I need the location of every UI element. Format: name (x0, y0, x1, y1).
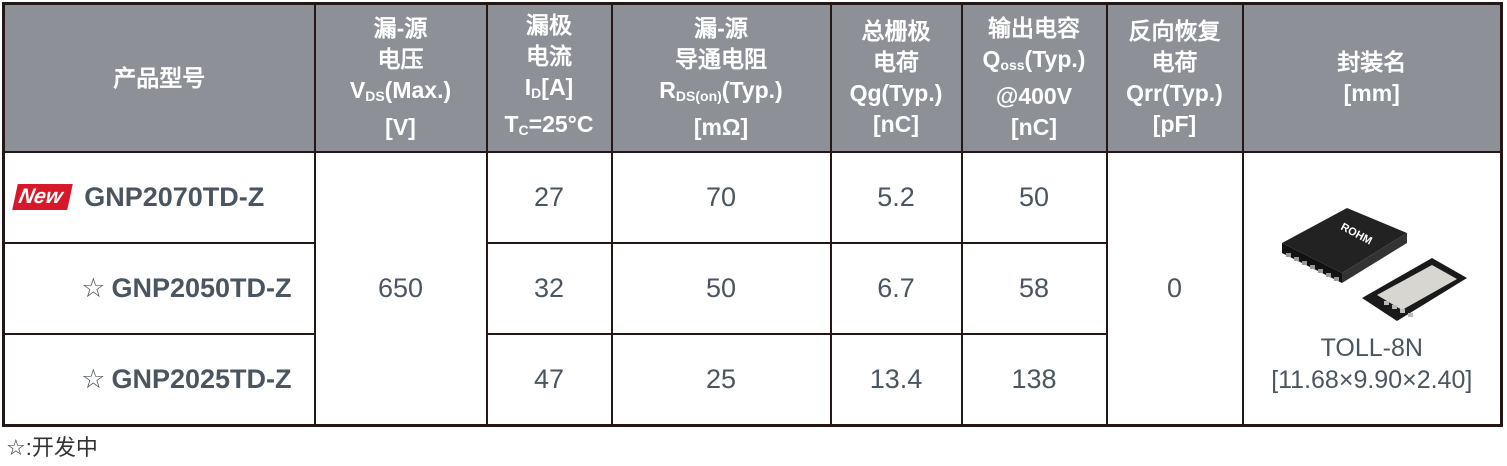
package-name: TOLL-8N (1320, 334, 1423, 362)
header-line: TC=25°C (488, 109, 611, 146)
model-cell: ☆ GNP2050TD-Z (2, 242, 316, 335)
vds-cell: 650 (313, 151, 488, 427)
suffix: (Max.) (384, 77, 452, 103)
product-spec-table: 产品型号 漏-源 电压 VDS(Max.) [V] 漏极 电流 ID[A] TC=25°C … (2, 2, 1503, 427)
header-line: 总栅极 (861, 18, 931, 44)
model-name: GNP2025TD-Z (111, 364, 292, 394)
header-unit: [nC] (873, 111, 919, 137)
package-image: ROHM (1281, 208, 1467, 321)
symbol: V (349, 77, 366, 103)
subscript: DS(on) (675, 88, 722, 104)
header-unit: [V] (385, 114, 416, 140)
qg-cell: 6.7 (829, 242, 963, 335)
header-row: 产品型号 漏-源 电压 VDS(Max.) [V] 漏极 电流 ID[A] TC=25°C … (2, 2, 1503, 153)
symbol: R (659, 77, 676, 103)
table-row: New GNP2070TD-Z 650 27 70 5.2 50 0 ROHM (2, 151, 1503, 427)
new-badge: New (12, 184, 73, 210)
header-line: VDS(Max.) (316, 75, 486, 112)
header-line: Qrr(Typ.) (1126, 80, 1223, 106)
model-name: GNP2050TD-Z (111, 273, 292, 303)
chip-top: ROHM (1281, 208, 1407, 283)
model-cell: ☆ GNP2025TD-Z (2, 333, 316, 427)
header-qg: 总栅极电荷 Qg(Typ.) [nC] (829, 2, 963, 153)
suffix: (Typ.) (1024, 46, 1086, 72)
header-unit: [mΩ] (693, 114, 749, 140)
header-unit: [pF] (1152, 111, 1197, 137)
symbol: T (504, 111, 519, 137)
symbol: I (524, 74, 532, 100)
header-qrr: 反向恢复电荷 Qrr(Typ.) [pF] (1105, 2, 1244, 153)
model-cell: New GNP2070TD-Z (2, 151, 316, 244)
header-line: 漏-源 (694, 15, 748, 41)
header-line: ID[A] (488, 72, 611, 109)
suffix: (Typ.) (721, 77, 783, 103)
header-line: 漏极 (526, 12, 572, 38)
qoss-cell: 138 (960, 333, 1108, 427)
subscript: C (518, 122, 529, 138)
header-line: Qoss(Typ.) (963, 44, 1106, 81)
header-line: 电流 (526, 43, 572, 69)
rds-cell: 50 (610, 242, 832, 335)
header-line: Qg(Typ.) (849, 80, 943, 106)
qrr-cell: 0 (1105, 151, 1244, 427)
qg-cell: 5.2 (829, 151, 963, 244)
footnote: ☆:开发中 (6, 435, 98, 460)
id-cell: 32 (485, 242, 613, 335)
header-line: RDS(on)(Typ.) (613, 75, 830, 112)
suffix: =25°C (528, 111, 594, 137)
qoss-cell: 50 (960, 151, 1108, 244)
rds-cell: 25 (610, 333, 832, 427)
subscript: oss (1000, 57, 1025, 73)
qg-cell: 13.4 (829, 333, 963, 427)
package-dimensions: [11.68×9.90×2.40] (1271, 366, 1473, 394)
header-line: 电荷 (1151, 49, 1198, 75)
header-line: 电压 (377, 46, 424, 72)
table-row: ☆ GNP2050TD-Z 32 50 6.7 58 (2, 242, 1502, 335)
header-unit: [mm] (1343, 80, 1400, 106)
qoss-cell: 58 (960, 242, 1108, 335)
suffix: [A] (541, 74, 574, 100)
header-line: 封装名 (1337, 49, 1407, 75)
id-cell: 27 (485, 151, 613, 244)
header-qoss: 输出电容 Qoss(Typ.) @400V [nC] (960, 2, 1108, 153)
subscript: DS (365, 88, 385, 104)
header-line: 导通电阻 (675, 46, 767, 72)
header-line: 反向恢复 (1128, 18, 1221, 44)
header-line: 输出电容 (988, 15, 1080, 41)
symbol: Q (982, 46, 1001, 72)
header-line: @400V (995, 83, 1073, 109)
model-name: GNP2070TD-Z (84, 182, 265, 212)
star-icon: ☆ (81, 364, 106, 394)
subscript: D (531, 85, 542, 101)
chip-bottom (1361, 258, 1467, 321)
star-icon: ☆ (81, 273, 106, 303)
header-package: 封装名 [mm] (1241, 2, 1503, 153)
table-row: ☆ GNP2025TD-Z 47 25 13.4 138 (2, 333, 1502, 427)
header-vds: 漏-源 电压 VDS(Max.) [V] (313, 2, 488, 153)
header-line: 电荷 (873, 49, 919, 75)
header-model: 产品型号 (2, 2, 316, 153)
header-id: 漏极 电流 ID[A] TC=25°C (485, 2, 613, 153)
rds-cell: 70 (610, 151, 832, 244)
header-rds: 漏-源 导通电阻 RDS(on)(Typ.) [mΩ] (610, 2, 832, 153)
header-unit: [nC] (1011, 114, 1057, 140)
header-line: 漏-源 (373, 15, 428, 41)
id-cell: 47 (485, 333, 613, 427)
package-cell: ROHM TOLL-8N [11.68×9.90×2.40] (1241, 151, 1503, 427)
